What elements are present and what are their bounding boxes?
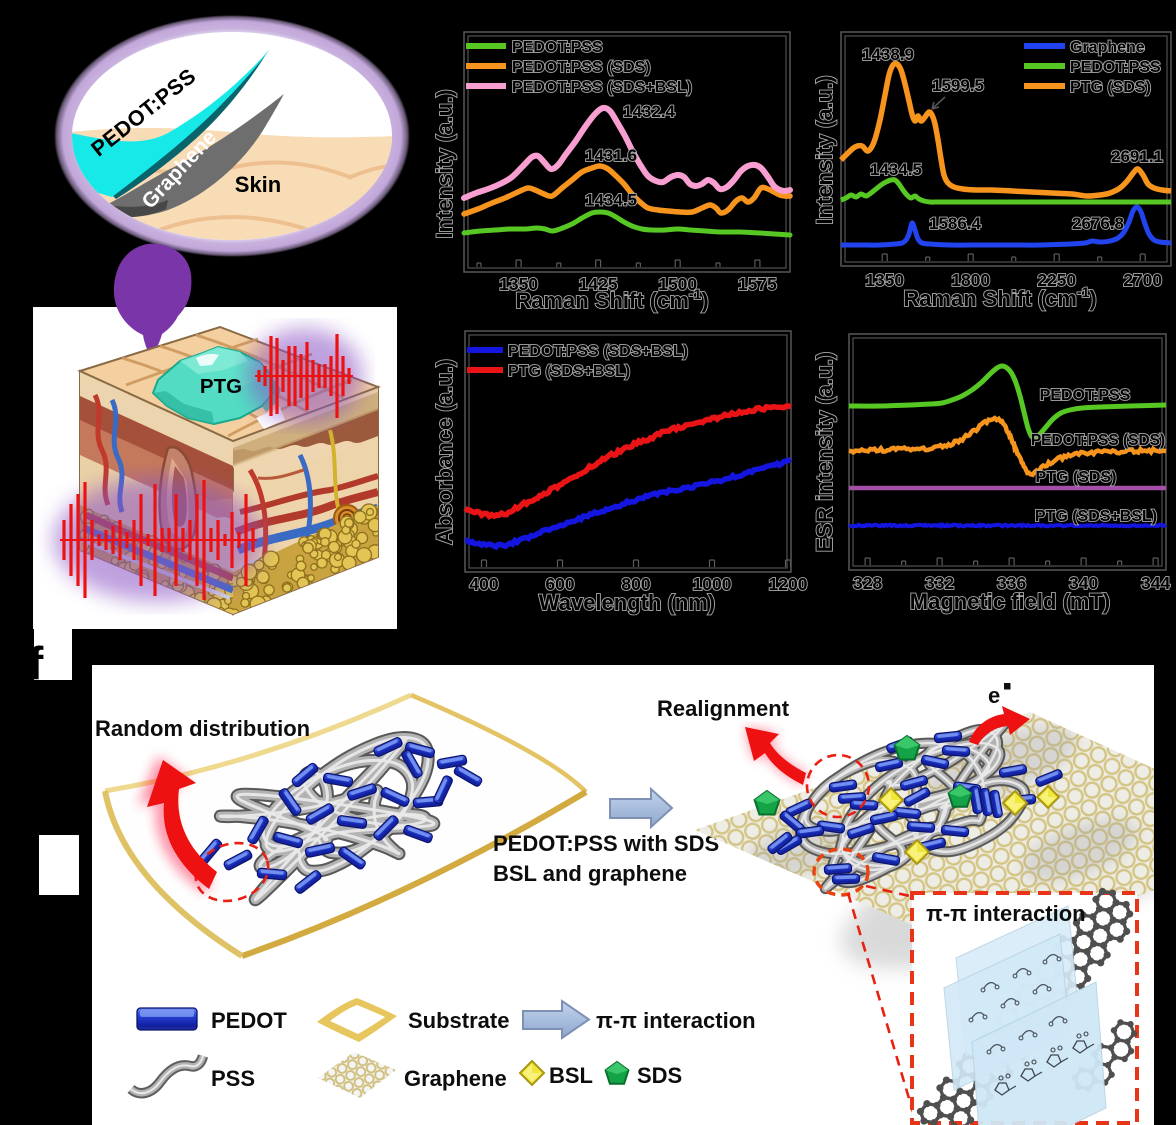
svg-text:1350: 1350 bbox=[499, 274, 538, 294]
svg-text:340: 340 bbox=[1069, 573, 1098, 593]
svg-text:Magnetic field (mT): Magnetic field (mT) bbox=[910, 589, 1110, 614]
svg-text:600: 600 bbox=[545, 574, 574, 594]
svg-text:1200: 1200 bbox=[769, 574, 808, 594]
svg-text:π-π interaction: π-π interaction bbox=[596, 1008, 756, 1033]
svg-text:332: 332 bbox=[925, 573, 954, 593]
svg-text:1432.4: 1432.4 bbox=[623, 102, 676, 121]
svg-text:PEDOT:PSS: PEDOT:PSS bbox=[1070, 59, 1161, 76]
svg-text:2250: 2250 bbox=[1037, 270, 1076, 290]
svg-text:SDS: SDS bbox=[637, 1063, 682, 1088]
svg-text:2700: 2700 bbox=[1123, 270, 1162, 290]
svg-text:e: e bbox=[988, 683, 1000, 708]
svg-text:PEDOT:PSS with SDS: PEDOT:PSS with SDS bbox=[493, 831, 719, 856]
svg-text:BSL and graphene: BSL and graphene bbox=[493, 861, 687, 886]
svg-text:PEDOT:PSS (SDS+BSL): PEDOT:PSS (SDS+BSL) bbox=[512, 79, 692, 96]
svg-text:PEDOT:PSS: PEDOT:PSS bbox=[512, 39, 603, 56]
svg-text:ESR intensity (a.u.): ESR intensity (a.u.) bbox=[812, 352, 837, 552]
svg-text:1431.6: 1431.6 bbox=[585, 146, 637, 165]
svg-text:PEDOT:PSS (SDS): PEDOT:PSS (SDS) bbox=[512, 59, 651, 76]
svg-text:PTG (SDS+BSL): PTG (SDS+BSL) bbox=[1035, 508, 1157, 525]
svg-text:PTG (SDS): PTG (SDS) bbox=[1036, 469, 1117, 486]
svg-text:1350: 1350 bbox=[865, 270, 904, 290]
svg-text:PEDOT:PSS: PEDOT:PSS bbox=[1040, 387, 1131, 404]
svg-text:Graphene: Graphene bbox=[404, 1066, 507, 1091]
svg-text:PEDOT: PEDOT bbox=[211, 1008, 287, 1033]
svg-text:2676.8: 2676.8 bbox=[1072, 214, 1124, 233]
svg-text:Intensity (a.u.): Intensity (a.u.) bbox=[812, 75, 837, 224]
svg-text:400: 400 bbox=[469, 574, 498, 594]
svg-text:Substrate: Substrate bbox=[408, 1008, 509, 1033]
svg-text:344: 344 bbox=[1141, 573, 1170, 593]
svg-text:PEDOT:PSS (SDS+BSL): PEDOT:PSS (SDS+BSL) bbox=[508, 343, 688, 360]
svg-text:800: 800 bbox=[621, 574, 650, 594]
svg-text:Graphene: Graphene bbox=[1070, 39, 1145, 56]
svg-text:328: 328 bbox=[853, 573, 882, 593]
svg-text:Intensity (a.u.): Intensity (a.u.) bbox=[432, 89, 457, 238]
svg-text:BSL: BSL bbox=[549, 1063, 593, 1088]
svg-text:1575: 1575 bbox=[738, 274, 777, 294]
svg-text:Raman Shift (cm-1): Raman Shift (cm-1) bbox=[515, 286, 708, 313]
svg-text:π-π interaction: π-π interaction bbox=[926, 901, 1086, 926]
svg-text:Skin: Skin bbox=[235, 172, 281, 197]
svg-text:Wavelength (nm): Wavelength (nm) bbox=[539, 590, 715, 615]
svg-text:Realignment: Realignment bbox=[657, 696, 790, 721]
svg-text:PEDOT:PSS (SDS): PEDOT:PSS (SDS) bbox=[1031, 432, 1165, 449]
svg-text:336: 336 bbox=[997, 573, 1026, 593]
svg-text:Raman Shift (cm-1): Raman Shift (cm-1) bbox=[903, 284, 1096, 311]
svg-text:1438.9: 1438.9 bbox=[862, 45, 914, 64]
svg-text:PTG (SDS): PTG (SDS) bbox=[1070, 79, 1151, 96]
svg-text:1800: 1800 bbox=[951, 270, 990, 290]
svg-text:PSS: PSS bbox=[211, 1066, 255, 1091]
svg-text:1434.5: 1434.5 bbox=[585, 191, 637, 210]
svg-text:2691.1: 2691.1 bbox=[1111, 147, 1163, 166]
svg-text:f: f bbox=[28, 637, 44, 689]
svg-text:1586.4: 1586.4 bbox=[929, 214, 982, 233]
svg-text:PTG (SDS+BSL): PTG (SDS+BSL) bbox=[508, 363, 630, 380]
svg-text:PTG: PTG bbox=[200, 375, 242, 398]
svg-text:1425: 1425 bbox=[579, 274, 618, 294]
svg-text:1599.5: 1599.5 bbox=[932, 76, 984, 95]
svg-text:1434.5: 1434.5 bbox=[870, 160, 922, 179]
svg-text:1000: 1000 bbox=[693, 574, 732, 594]
svg-text:Random distribution: Random distribution bbox=[95, 716, 310, 741]
svg-text:Absorbance (a.u.): Absorbance (a.u.) bbox=[432, 359, 457, 545]
svg-text:1500: 1500 bbox=[658, 274, 697, 294]
